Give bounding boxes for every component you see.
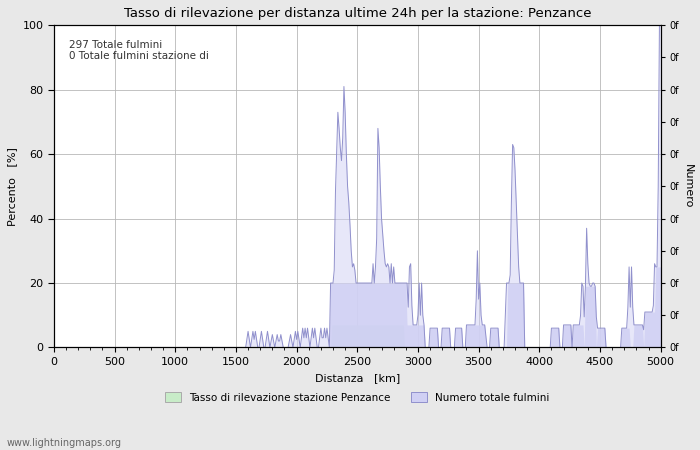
Legend: Tasso di rilevazione stazione Penzance, Numero totale fulmini: Tasso di rilevazione stazione Penzance, … [161,388,554,407]
Y-axis label: Percento   [%]: Percento [%] [7,147,17,226]
Title: Tasso di rilevazione per distanza ultime 24h per la stazione: Penzance: Tasso di rilevazione per distanza ultime… [123,7,591,20]
X-axis label: Distanza   [km]: Distanza [km] [315,373,400,383]
Y-axis label: Numero: Numero [683,164,693,208]
Text: www.lightningmaps.org: www.lightningmaps.org [7,438,122,448]
Text: 297 Totale fulmini
0 Totale fulmini stazione di: 297 Totale fulmini 0 Totale fulmini staz… [69,40,209,61]
